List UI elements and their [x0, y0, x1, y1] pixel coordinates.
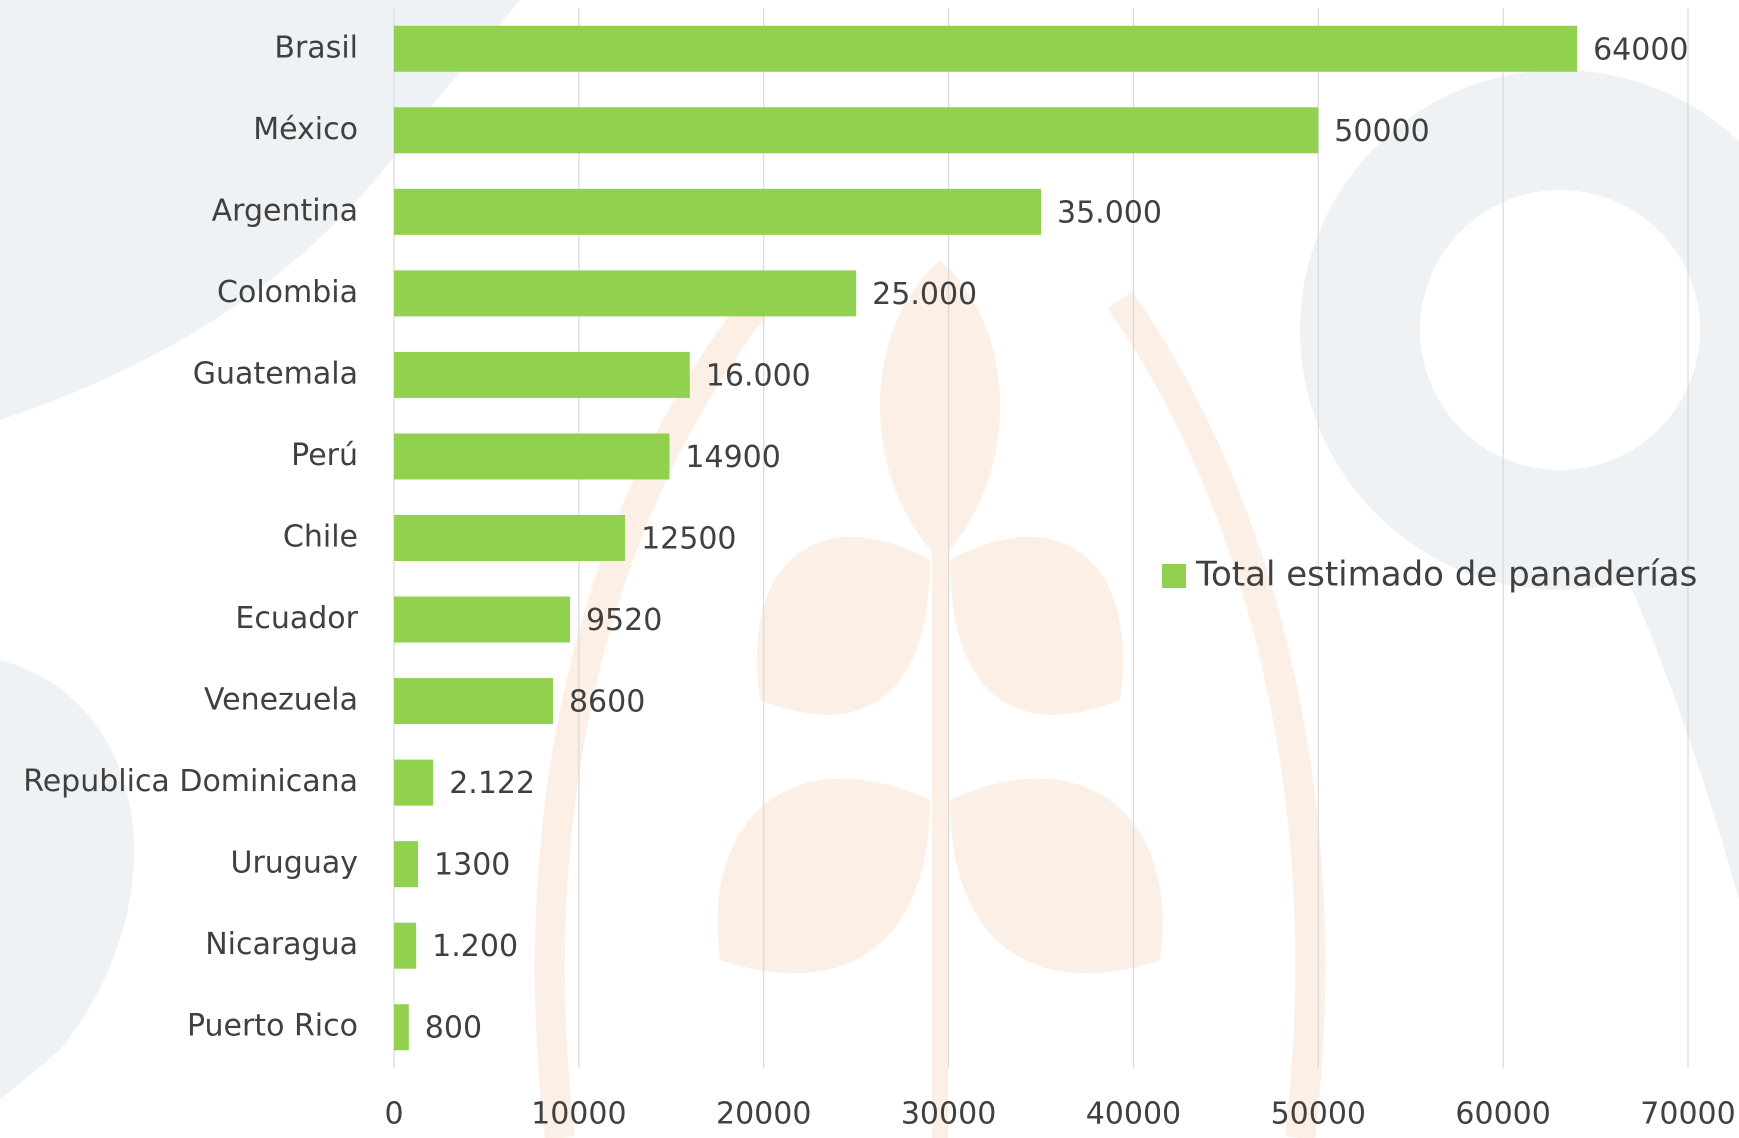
x-tick-label: 0	[384, 1097, 403, 1132]
bar	[394, 1004, 409, 1051]
y-tick-label: Colombia	[217, 275, 358, 310]
bar	[394, 351, 690, 398]
x-tick-label: 30000	[901, 1097, 996, 1132]
x-tick-label: 50000	[1271, 1097, 1366, 1132]
y-tick-label: Puerto Rico	[187, 1009, 358, 1044]
data-label: 9520	[586, 603, 662, 638]
x-tick-label: 20000	[716, 1097, 811, 1132]
bar	[394, 270, 857, 317]
data-label: 64000	[1593, 32, 1688, 67]
y-tick-label: Perú	[291, 438, 358, 473]
data-label: 16.000	[706, 358, 811, 393]
bar	[394, 515, 626, 561]
bar	[394, 25, 1578, 72]
bar	[394, 188, 1041, 235]
data-label: 50000	[1334, 114, 1429, 149]
y-tick-label: Guatemala	[193, 356, 358, 391]
y-tick-label: Ecuador	[235, 601, 358, 636]
y-tick-label: Nicaragua	[205, 927, 358, 962]
y-tick-label: Chile	[283, 520, 358, 555]
data-label: 1300	[434, 848, 510, 883]
data-label: 1.200	[432, 929, 518, 964]
y-tick-label: Republica Dominicana	[23, 764, 358, 799]
bar	[394, 433, 670, 480]
y-tick-label: Uruguay	[231, 846, 359, 881]
x-tick-label: 70000	[1640, 1097, 1735, 1132]
data-label: 8600	[569, 685, 645, 720]
x-tick-label: 60000	[1455, 1097, 1550, 1132]
y-tick-label: Venezuela	[204, 683, 358, 718]
data-label: 35.000	[1057, 195, 1162, 230]
bar	[394, 678, 553, 725]
y-tick-label: Brasil	[274, 30, 358, 65]
bar	[394, 922, 417, 969]
x-tick-label: 10000	[531, 1097, 626, 1132]
data-label: 2.122	[449, 766, 535, 801]
bar	[394, 596, 570, 643]
bar	[394, 841, 419, 888]
y-tick-label: Argentina	[212, 193, 358, 228]
data-label: 14900	[685, 440, 780, 475]
y-tick-label: México	[253, 112, 358, 147]
x-tick-label: 40000	[1086, 1097, 1181, 1132]
data-label: 12500	[641, 522, 736, 557]
bar	[394, 107, 1319, 154]
data-label: 25.000	[872, 277, 977, 312]
legend-label: Total estimado de panaderías	[1195, 555, 1697, 595]
bar	[394, 759, 434, 806]
legend-swatch	[1162, 564, 1186, 588]
data-label: 800	[425, 1011, 482, 1046]
